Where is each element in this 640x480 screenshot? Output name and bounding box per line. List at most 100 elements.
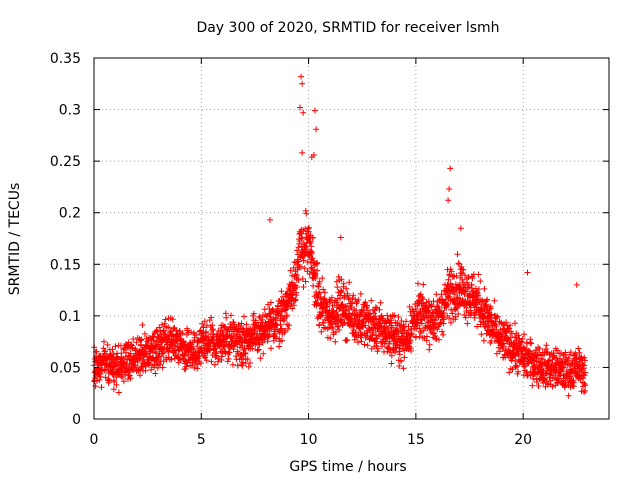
data-point xyxy=(418,320,425,327)
data-point xyxy=(389,324,395,331)
data-point xyxy=(388,360,395,367)
data-point xyxy=(431,317,438,324)
data-point xyxy=(162,316,169,323)
data-point xyxy=(430,298,437,305)
data-point xyxy=(412,306,419,313)
data-point xyxy=(448,268,455,275)
data-point xyxy=(560,364,567,371)
data-point xyxy=(243,321,250,328)
data-point xyxy=(189,359,196,366)
data-point xyxy=(109,346,116,353)
data-point xyxy=(502,329,509,336)
data-point xyxy=(455,311,462,317)
data-point xyxy=(201,318,208,325)
data-point xyxy=(257,355,264,362)
data-point xyxy=(515,368,522,375)
data-point xyxy=(440,310,447,316)
y-axis: 0 0.05 0.1 0.15 0.2 0.25 0.3 0.35 xyxy=(50,51,609,428)
data-point xyxy=(391,312,398,319)
data-point xyxy=(439,328,445,335)
data-point xyxy=(177,336,184,343)
data-point xyxy=(403,318,409,325)
x-tick-label: 5 xyxy=(197,432,206,448)
data-point xyxy=(285,325,291,332)
data-point xyxy=(426,341,433,348)
data-point xyxy=(396,363,403,369)
data-point xyxy=(299,275,306,282)
y-tick-label: 0.2 xyxy=(59,206,81,222)
data-point xyxy=(378,312,385,319)
data-point xyxy=(483,297,490,304)
data-point xyxy=(194,343,201,350)
data-point xyxy=(446,186,453,192)
data-point xyxy=(337,287,344,294)
data-point xyxy=(527,348,533,355)
data-point xyxy=(278,325,285,332)
y-tick-label: 0.3 xyxy=(59,103,81,119)
data-point xyxy=(347,300,354,307)
data-point xyxy=(130,336,137,343)
data-point xyxy=(506,325,513,332)
data-point xyxy=(188,329,195,335)
data-point xyxy=(300,257,307,264)
data-point xyxy=(562,349,569,356)
data-point xyxy=(314,294,321,301)
data-point xyxy=(542,376,548,383)
data-point xyxy=(218,353,225,360)
data-point xyxy=(137,372,143,379)
data-points xyxy=(91,73,589,399)
data-point xyxy=(540,380,547,386)
data-point xyxy=(582,357,588,364)
data-point xyxy=(582,382,589,389)
data-point xyxy=(118,373,125,379)
data-point xyxy=(308,154,315,160)
data-point xyxy=(229,361,236,368)
data-point xyxy=(507,322,514,329)
data-point xyxy=(297,104,303,111)
data-point xyxy=(493,314,500,321)
data-point xyxy=(96,377,103,383)
data-point xyxy=(570,383,577,390)
data-point xyxy=(169,339,176,345)
data-point xyxy=(481,310,487,317)
data-point xyxy=(337,234,344,241)
data-point xyxy=(328,294,335,301)
data-point xyxy=(152,370,159,377)
data-point xyxy=(396,348,403,355)
data-point xyxy=(491,297,498,304)
data-point xyxy=(343,337,350,344)
data-point xyxy=(303,210,310,217)
data-point xyxy=(113,381,120,388)
data-point xyxy=(503,319,510,326)
data-point xyxy=(400,365,407,372)
data-point xyxy=(345,296,352,303)
data-point xyxy=(292,271,299,278)
data-point xyxy=(383,335,390,342)
data-point xyxy=(415,280,421,287)
data-point xyxy=(396,351,403,358)
data-point xyxy=(165,324,172,331)
data-point xyxy=(441,316,447,323)
data-point xyxy=(117,342,124,349)
data-point xyxy=(436,336,442,343)
chart-title: Day 300 of 2020, SRMTID for receiver lsm… xyxy=(196,20,499,36)
data-point xyxy=(319,275,326,282)
data-point xyxy=(307,238,314,245)
data-point xyxy=(432,333,439,339)
data-point xyxy=(445,301,452,307)
data-point xyxy=(581,380,588,387)
data-point xyxy=(420,296,427,303)
data-point xyxy=(320,324,327,331)
data-point xyxy=(581,389,587,396)
data-point xyxy=(158,353,165,360)
data-point xyxy=(477,278,484,285)
data-point xyxy=(457,270,464,276)
data-point xyxy=(543,342,550,349)
data-point xyxy=(159,321,165,328)
data-point xyxy=(523,347,530,354)
data-point xyxy=(396,342,403,349)
data-point xyxy=(104,341,111,348)
data-point xyxy=(581,387,588,394)
data-point xyxy=(460,266,467,273)
data-point xyxy=(260,350,267,357)
